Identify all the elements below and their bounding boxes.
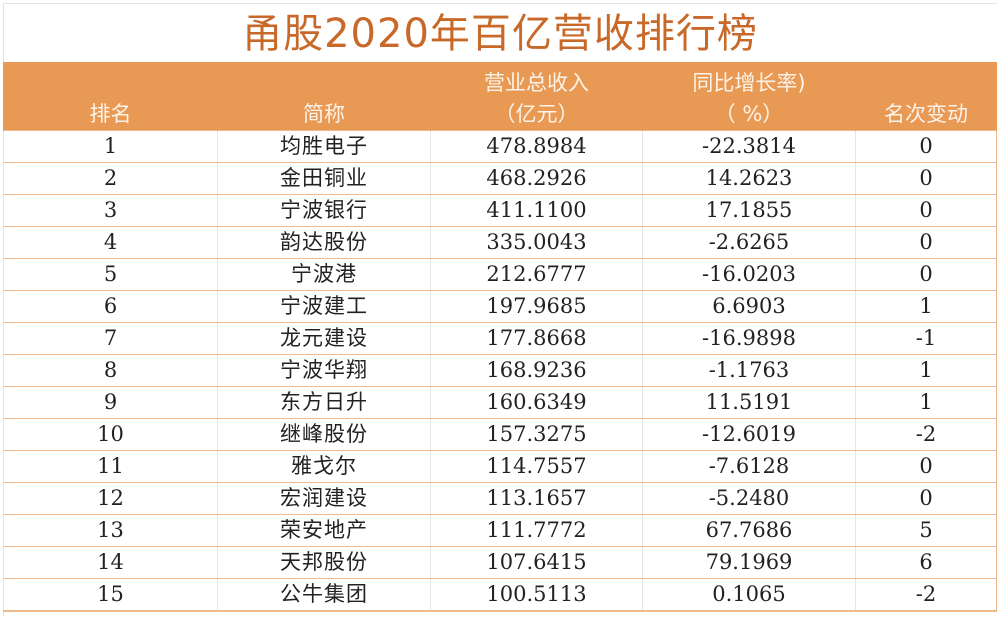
cell-growth: 0.1065	[642, 578, 856, 612]
cell-rank: 1	[3, 130, 218, 163]
cell-change: 5	[855, 514, 997, 547]
table-row: 3 宁波银行 411.1100 17.1855 0	[3, 194, 997, 227]
table-row: 13 荣安地产 111.7772 67.7686 5	[3, 514, 997, 547]
ranking-table: 排名 简称 营业总收入 （亿元） 同比增长率) （ %） 名次变动 1 均胜电子 4…	[3, 62, 997, 612]
cell-revenue: 111.7772	[430, 514, 643, 547]
cell-revenue: 335.0043	[430, 226, 643, 259]
cell-growth: 79.1969	[642, 546, 856, 579]
cell-growth: -1.1763	[642, 354, 856, 387]
table-body: 1 均胜电子 478.8984 -22.3814 0 2 金田铜业 468.2926 14.26…	[3, 130, 997, 612]
cell-revenue: 100.5113	[430, 578, 643, 612]
cell-rank: 5	[3, 258, 218, 291]
cell-rank: 7	[3, 322, 218, 355]
header-name: 简称	[217, 62, 431, 131]
table-row: 2 金田铜业 468.2926 14.2623 0	[3, 162, 997, 195]
cell-growth: -2.6265	[642, 226, 856, 259]
table-row: 5 宁波港 212.6777 -16.0203 0	[3, 258, 997, 291]
table-row: 9 东方日升 160.6349 11.5191 1	[3, 386, 997, 419]
cell-name: 金田铜业	[217, 162, 431, 195]
cell-change: 0	[855, 130, 997, 163]
header-rank: 排名	[3, 62, 218, 131]
cell-name: 东方日升	[217, 386, 431, 419]
header-revenue: 营业总收入 （亿元）	[430, 62, 643, 131]
cell-growth: 14.2623	[642, 162, 856, 195]
cell-change: -2	[855, 578, 997, 612]
table-row: 8 宁波华翔 168.9236 -1.1763 1	[3, 354, 997, 387]
cell-revenue: 468.2926	[430, 162, 643, 195]
table-row: 11 雅戈尔 114.7557 -7.6128 0	[3, 450, 997, 483]
cell-change: 0	[855, 194, 997, 227]
table-row: 14 天邦股份 107.6415 79.1969 6	[3, 546, 997, 579]
cell-name: 龙元建设	[217, 322, 431, 355]
table-header-row: 排名 简称 营业总收入 （亿元） 同比增长率) （ %） 名次变动	[3, 62, 997, 131]
cell-revenue: 114.7557	[430, 450, 643, 483]
cell-revenue: 411.1100	[430, 194, 643, 227]
cell-growth: 17.1855	[642, 194, 856, 227]
header-change: 名次变动	[855, 62, 997, 131]
cell-rank: 10	[3, 418, 218, 451]
cell-name: 雅戈尔	[217, 450, 431, 483]
cell-change: 0	[855, 258, 997, 291]
cell-revenue: 107.6415	[430, 546, 643, 579]
cell-name: 天邦股份	[217, 546, 431, 579]
cell-growth: -12.6019	[642, 418, 856, 451]
cell-change: 0	[855, 482, 997, 515]
cell-revenue: 212.6777	[430, 258, 643, 291]
cell-rank: 2	[3, 162, 218, 195]
cell-revenue: 157.3275	[430, 418, 643, 451]
table-row: 6 宁波建工 197.9685 6.6903 1	[3, 290, 997, 323]
cell-change: 6	[855, 546, 997, 579]
cell-revenue: 113.1657	[430, 482, 643, 515]
cell-growth: 11.5191	[642, 386, 856, 419]
cell-revenue: 177.8668	[430, 322, 643, 355]
cell-rank: 6	[3, 290, 218, 323]
cell-name: 韵达股份	[217, 226, 431, 259]
table-row: 12 宏润建设 113.1657 -5.2480 0	[3, 482, 997, 515]
cell-change: 1	[855, 386, 997, 419]
cell-change: 1	[855, 354, 997, 387]
cell-name: 宁波建工	[217, 290, 431, 323]
cell-change: 1	[855, 290, 997, 323]
cell-rank: 9	[3, 386, 218, 419]
table-row: 10 继峰股份 157.3275 -12.6019 -2	[3, 418, 997, 451]
cell-rank: 13	[3, 514, 218, 547]
cell-growth: -7.6128	[642, 450, 856, 483]
table-row: 15 公牛集团 100.5113 0.1065 -2	[3, 578, 997, 612]
cell-rank: 14	[3, 546, 218, 579]
cell-growth: 67.7686	[642, 514, 856, 547]
cell-change: -1	[855, 322, 997, 355]
cell-growth: -16.9898	[642, 322, 856, 355]
cell-rank: 8	[3, 354, 218, 387]
cell-change: 0	[855, 450, 997, 483]
table-row: 1 均胜电子 478.8984 -22.3814 0	[3, 130, 997, 163]
cell-revenue: 160.6349	[430, 386, 643, 419]
cell-name: 宁波华翔	[217, 354, 431, 387]
page-title: 甬股2020年百亿营收排行榜	[242, 11, 758, 57]
cell-change: -2	[855, 418, 997, 451]
cell-growth: 6.6903	[642, 290, 856, 323]
cell-name: 宁波银行	[217, 194, 431, 227]
cell-revenue: 197.9685	[430, 290, 643, 323]
cell-rank: 3	[3, 194, 218, 227]
cell-growth: -22.3814	[642, 130, 856, 163]
cell-name: 宁波港	[217, 258, 431, 291]
cell-name: 公牛集团	[217, 578, 431, 612]
table-row: 7 龙元建设 177.8668 -16.9898 -1	[3, 322, 997, 355]
cell-name: 均胜电子	[217, 130, 431, 163]
cell-revenue: 168.9236	[430, 354, 643, 387]
cell-name: 荣安地产	[217, 514, 431, 547]
cell-rank: 12	[3, 482, 218, 515]
cell-rank: 11	[3, 450, 218, 483]
cell-growth: -5.2480	[642, 482, 856, 515]
cell-revenue: 478.8984	[430, 130, 643, 163]
cell-rank: 4	[3, 226, 218, 259]
cell-change: 0	[855, 162, 997, 195]
header-growth: 同比增长率) （ %）	[642, 62, 856, 131]
cell-name: 继峰股份	[217, 418, 431, 451]
cell-name: 宏润建设	[217, 482, 431, 515]
cell-rank: 15	[3, 578, 218, 612]
cell-growth: -16.0203	[642, 258, 856, 291]
table-row: 4 韵达股份 335.0043 -2.6265 0	[3, 226, 997, 259]
cell-change: 0	[855, 226, 997, 259]
